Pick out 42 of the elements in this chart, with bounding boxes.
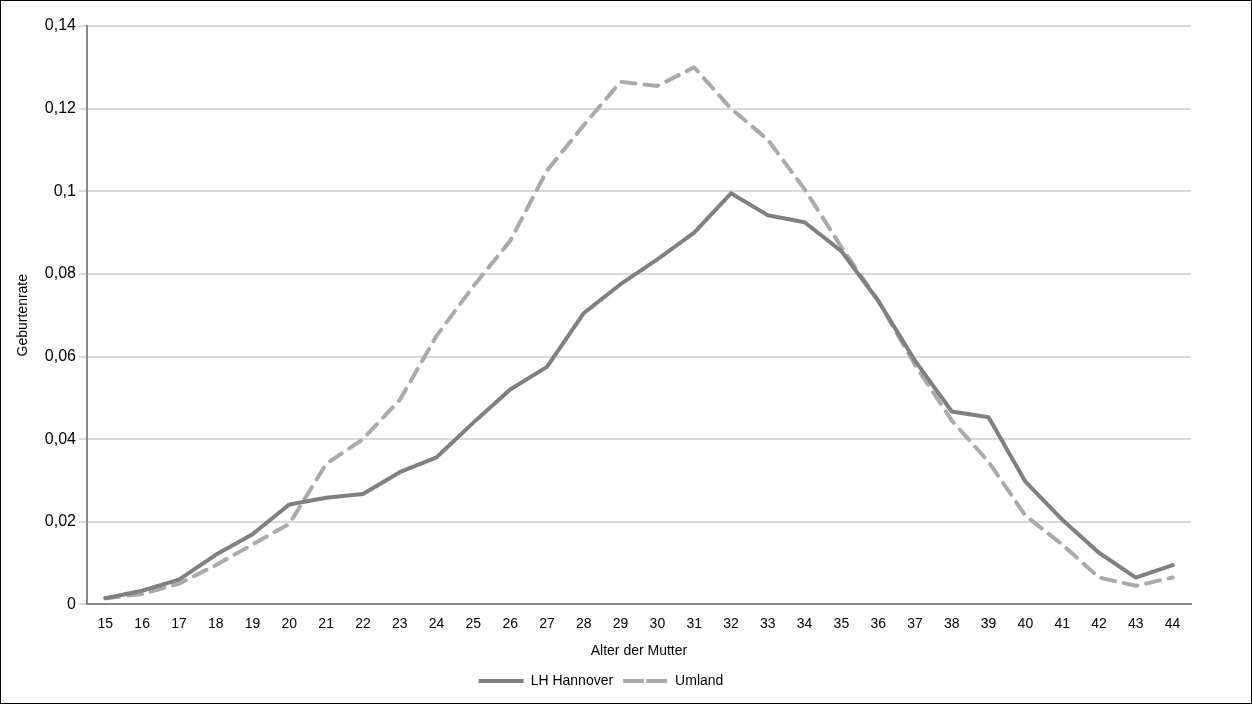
y-tick-label: 0,1 bbox=[53, 181, 77, 199]
x-tick-label: 19 bbox=[244, 614, 261, 631]
legend-label: Umland bbox=[675, 671, 724, 688]
x-tick-label: 20 bbox=[281, 614, 298, 631]
x-axis-title: Alter der Mutter bbox=[590, 642, 688, 659]
x-tick-label: 36 bbox=[870, 614, 887, 631]
x-tick-label: 43 bbox=[1128, 614, 1144, 631]
legend-label: LH Hannover bbox=[530, 671, 614, 688]
x-tick-label: 16 bbox=[134, 614, 151, 631]
x-tick-label: 37 bbox=[907, 614, 923, 631]
x-tick-label: 38 bbox=[944, 614, 960, 631]
x-tick-label: 26 bbox=[502, 614, 519, 631]
y-tick-label: 0,08 bbox=[44, 264, 77, 282]
x-tick-label: 32 bbox=[723, 614, 739, 631]
y-tick-label: 0,06 bbox=[44, 346, 77, 364]
x-tick-label: 42 bbox=[1091, 614, 1107, 631]
x-tick-label: 34 bbox=[796, 614, 813, 631]
x-tick-label: 39 bbox=[980, 614, 997, 631]
x-tick-label: 24 bbox=[428, 614, 445, 631]
y-tick-label: 0,04 bbox=[44, 429, 77, 447]
x-tick-label: 41 bbox=[1054, 614, 1071, 631]
x-tick-label: 25 bbox=[465, 614, 482, 631]
x-tick-label: 35 bbox=[833, 614, 850, 631]
y-tick-label: 0 bbox=[67, 594, 77, 612]
x-tick-label: 21 bbox=[318, 614, 335, 631]
y-tick-label: 0,14 bbox=[44, 16, 77, 34]
y-tick-label: 0,02 bbox=[44, 512, 77, 530]
y-tick-label: 0,12 bbox=[44, 99, 77, 117]
x-tick-label: 28 bbox=[575, 614, 592, 631]
x-tick-label: 44 bbox=[1164, 614, 1181, 631]
x-tick-label: 27 bbox=[539, 614, 555, 631]
y-axis-title: Geburtenrate bbox=[14, 273, 31, 357]
x-tick-label: 15 bbox=[97, 614, 114, 631]
x-tick-label: 31 bbox=[686, 614, 703, 631]
x-tick-label: 17 bbox=[171, 614, 187, 631]
x-tick-label: 18 bbox=[207, 614, 224, 631]
x-tick-label: 33 bbox=[759, 614, 776, 631]
x-tick-label: 23 bbox=[391, 614, 408, 631]
x-tick-label: 29 bbox=[612, 614, 629, 631]
x-tick-label: 30 bbox=[649, 614, 666, 631]
x-tick-label: 40 bbox=[1017, 614, 1034, 631]
x-tick-label: 22 bbox=[355, 614, 371, 631]
